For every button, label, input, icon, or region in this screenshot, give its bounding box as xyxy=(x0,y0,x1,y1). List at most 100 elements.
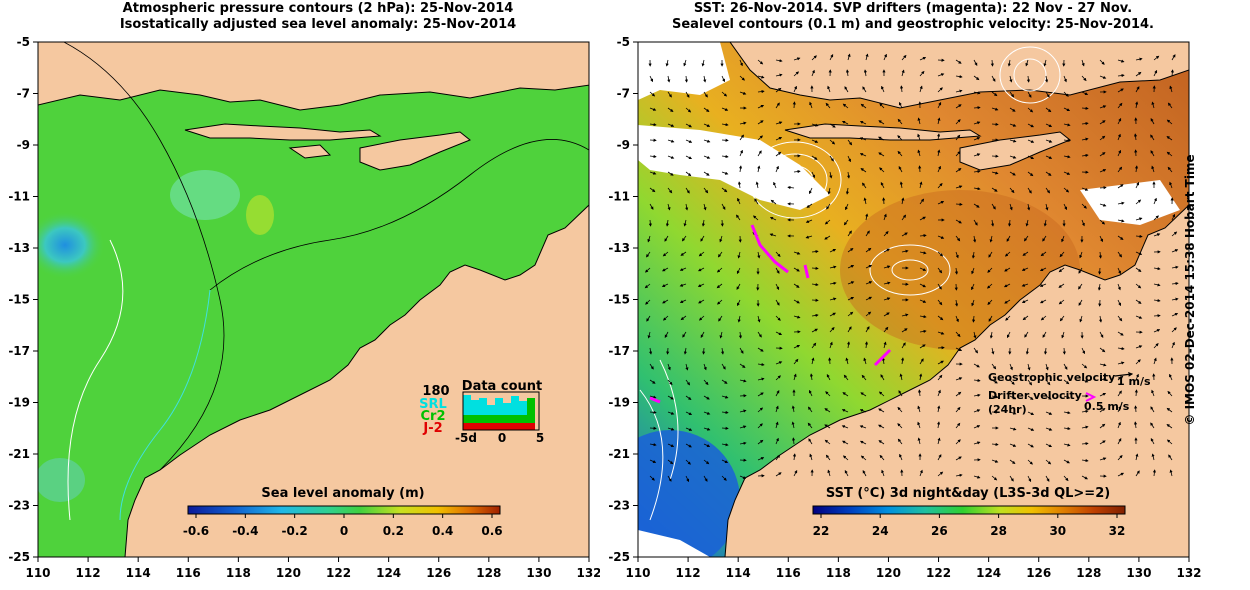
velocity-arrow xyxy=(793,71,800,77)
velocity-arrow xyxy=(829,123,836,128)
velocity-arrow xyxy=(1150,437,1155,445)
velocity-arrow xyxy=(1171,54,1176,61)
velocity-arrow xyxy=(685,395,692,400)
velocity-arrow xyxy=(1081,75,1087,82)
velocity-arrow xyxy=(1169,469,1173,477)
velocity-arrow xyxy=(973,91,981,95)
velocity-arrow xyxy=(1117,331,1124,336)
y-tick-label: -23 xyxy=(608,499,630,513)
velocity-arrow xyxy=(721,171,729,175)
velocity-arrow xyxy=(667,139,675,143)
x-tick-label: 110 xyxy=(625,566,650,580)
velocity-arrow xyxy=(847,155,851,163)
velocity-arrow xyxy=(862,470,867,477)
velocity-arrow xyxy=(1043,219,1047,227)
velocity-arrow xyxy=(937,182,943,189)
velocity-arrow xyxy=(805,235,813,239)
velocity-arrow xyxy=(757,75,765,79)
velocity-arrow xyxy=(757,150,762,157)
velocity-arrow xyxy=(991,122,999,126)
velocity-arrow xyxy=(1063,475,1069,482)
colorbar-tick-label: 24 xyxy=(872,524,889,538)
velocity-arrow xyxy=(1045,107,1052,113)
velocity-arrow xyxy=(1117,235,1124,240)
velocity-arrow xyxy=(683,219,687,227)
colorbar-tick-label: 0 xyxy=(340,524,348,538)
velocity-arrow xyxy=(1009,203,1013,211)
velocity-arrow xyxy=(1045,379,1051,386)
y-tick-label: -19 xyxy=(608,396,630,410)
velocity-arrow xyxy=(682,331,687,338)
velocity-arrow xyxy=(1008,219,1012,227)
velocity-arrow xyxy=(811,155,818,160)
velocity-arrow xyxy=(811,328,818,333)
velocity-arrow xyxy=(865,213,869,221)
velocity-arrow xyxy=(937,149,941,157)
velocity-arrow xyxy=(666,347,670,355)
drifter-velocity-label: Drifter velocity xyxy=(988,389,1082,402)
velocity-arrow xyxy=(827,85,831,93)
velocity-arrow xyxy=(721,123,729,127)
velocity-arrow xyxy=(859,425,867,429)
velocity-arrow xyxy=(881,357,886,365)
velocity-arrow xyxy=(917,149,921,157)
velocity-arrow xyxy=(1153,233,1161,237)
velocity-arrow xyxy=(775,59,783,63)
velocity-arrow xyxy=(878,136,885,141)
velocity-arrow xyxy=(883,326,889,333)
velocity-arrow xyxy=(775,472,782,477)
data-count-xtick: -5d xyxy=(455,431,477,445)
velocity-arrow xyxy=(937,251,944,257)
velocity-arrow xyxy=(1135,345,1143,349)
velocity-arrow xyxy=(793,299,800,304)
velocity-arrow xyxy=(937,299,943,306)
velocity-arrow xyxy=(703,203,707,211)
velocity-arrow xyxy=(1117,219,1125,223)
velocity-arrow xyxy=(973,331,977,339)
velocity-arrow xyxy=(829,341,833,349)
velocity-arrow xyxy=(1169,85,1173,93)
velocity-arrow xyxy=(989,331,993,339)
velocity-arrow xyxy=(703,395,710,400)
y-tick-label: -25 xyxy=(608,550,630,564)
velocity-arrow xyxy=(1153,283,1161,287)
y-tick-label: -23 xyxy=(8,499,30,513)
velocity-arrow xyxy=(846,171,851,179)
velocity-arrow xyxy=(681,235,687,242)
velocity-arrow xyxy=(937,331,945,335)
velocity-arrow xyxy=(1063,203,1068,211)
velocity-arrow xyxy=(859,409,867,413)
velocity-arrow xyxy=(829,265,837,269)
velocity-arrow xyxy=(701,219,706,227)
velocity-arrow xyxy=(955,347,963,351)
velocity-arrow xyxy=(919,358,924,365)
velocity-arrow xyxy=(809,101,813,109)
velocity-arrow xyxy=(955,219,962,224)
velocity-arrow xyxy=(1040,315,1047,321)
left-title-line2: Isostatically adjusted sea level anomaly… xyxy=(119,17,517,32)
velocity-arrow xyxy=(1009,363,1013,371)
velocity-arrow xyxy=(647,331,651,339)
velocity-arrow xyxy=(991,379,998,384)
velocity-arrow xyxy=(1009,395,1016,400)
velocity-arrow xyxy=(1081,187,1089,191)
velocity-arrow xyxy=(703,91,708,98)
velocity-arrow xyxy=(1009,411,1017,415)
velocity-arrow xyxy=(1171,249,1179,253)
velocity-arrow xyxy=(937,235,945,239)
velocity-arrow xyxy=(793,169,801,174)
velocity-arrow xyxy=(809,187,813,195)
velocity-arrow xyxy=(1150,406,1155,413)
sla-high-anomaly xyxy=(246,195,274,235)
velocity-arrow xyxy=(739,425,747,429)
velocity-arrow xyxy=(757,377,765,381)
velocity-arrow xyxy=(1009,187,1015,194)
velocity-arrow xyxy=(937,360,944,365)
velocity-arrow xyxy=(919,85,923,93)
velocity-arrow xyxy=(847,296,855,301)
velocity-arrow xyxy=(1059,251,1065,258)
velocity-arrow xyxy=(859,121,867,125)
geo-velocity-label: Geostrophic velocity xyxy=(988,371,1115,384)
velocity-arrow xyxy=(863,357,867,365)
velocity-arrow xyxy=(973,363,980,368)
